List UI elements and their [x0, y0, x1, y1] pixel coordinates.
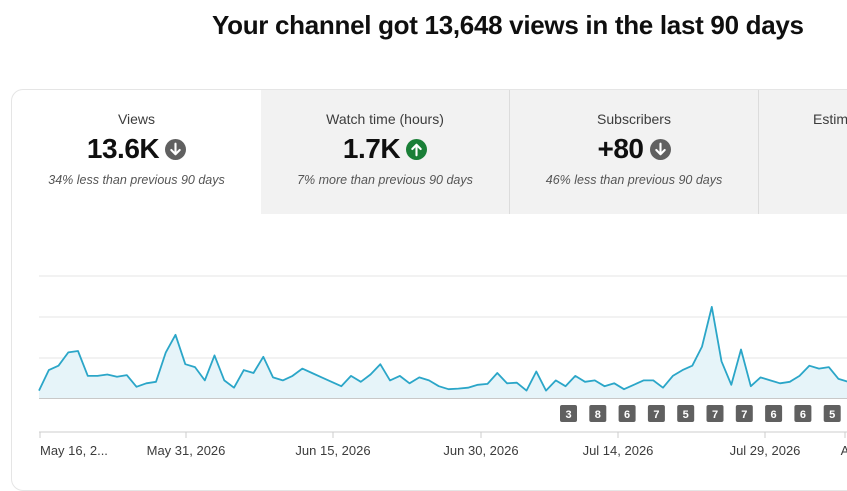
- annotation-badge[interactable]: 8: [589, 405, 607, 422]
- annotation-badge[interactable]: 6: [618, 405, 636, 422]
- annotation-badge[interactable]: 5: [823, 405, 841, 422]
- x-tick-label: Jun 30, 2026: [443, 443, 518, 458]
- views-line[interactable]: [38, 306, 847, 392]
- annotation-badge-label: 3: [565, 409, 571, 421]
- tab-value: 13.6K: [86, 133, 160, 164]
- views-area: [39, 306, 847, 398]
- tab-title: Views: [117, 111, 156, 127]
- annotation-badge-label: 7: [712, 409, 718, 421]
- tab-subscribers[interactable]: Subscribers +80 46% less than previous 9…: [510, 90, 759, 214]
- tab-title: Watch time (hours): [326, 111, 444, 127]
- metrics-card: Views 13.6K 34% less than previous 90 da…: [11, 89, 847, 491]
- annotation-badge-label: 6: [771, 409, 777, 421]
- tab-value: +80: [597, 133, 645, 164]
- annotation-badge-label: 5: [683, 409, 689, 421]
- x-tick-label: May 31, 2026: [147, 443, 226, 458]
- tab-value: 1.7K: [342, 133, 401, 164]
- arrow-down-icon: [649, 138, 671, 160]
- page-headline: Your channel got 13,648 views in the las…: [212, 10, 804, 40]
- x-tick-label: Jul 29, 2026: [730, 443, 801, 458]
- views-chart: 3 8 6 7 5 7 7 6 6 5 May 16, 2... May 31, 2026 Jun 1…: [38, 275, 847, 458]
- tab-title: Subscribers: [597, 111, 671, 127]
- x-tick-label: A: [841, 443, 847, 458]
- annotation-badge-label: 7: [741, 409, 747, 421]
- tab-estimated[interactable]: Estim: [759, 90, 847, 214]
- tab-views[interactable]: Views 13.6K 34% less than previous 90 da…: [12, 90, 261, 214]
- x-tick-label: May 16, 2...: [40, 443, 108, 458]
- annotation-badge[interactable]: 7: [647, 405, 665, 422]
- tab-compare-text: 34% less than previous 90 days: [48, 173, 225, 187]
- tab-compare-text: 7% more than previous 90 days: [297, 173, 473, 187]
- annotation-badge-label: 5: [829, 409, 835, 421]
- annotation-badge-label: 6: [800, 409, 806, 421]
- chart-grid: [39, 275, 847, 433]
- annotation-badge[interactable]: 5: [677, 405, 695, 422]
- annotation-badge-label: 6: [624, 409, 630, 421]
- x-tick-label: Jun 15, 2026: [295, 443, 370, 458]
- annotation-badge[interactable]: 6: [765, 405, 783, 422]
- annotation-badge[interactable]: 6: [794, 405, 812, 422]
- annotation-badge[interactable]: 7: [706, 405, 724, 422]
- tab-watch-time[interactable]: Watch time (hours) 1.7K 7% more than pre…: [261, 90, 510, 214]
- arrow-down-icon: [165, 138, 187, 160]
- annotation-badge-label: 7: [653, 409, 659, 421]
- tab-title: Estim: [813, 111, 847, 127]
- annotation-badge[interactable]: 3: [560, 405, 577, 422]
- annotation-badge[interactable]: 7: [735, 405, 753, 422]
- x-tick-label: Jul 14, 2026: [583, 443, 654, 458]
- arrow-up-icon: [406, 138, 428, 160]
- annotation-badge-label: 8: [595, 409, 601, 421]
- tab-compare-text: 46% less than previous 90 days: [545, 173, 723, 187]
